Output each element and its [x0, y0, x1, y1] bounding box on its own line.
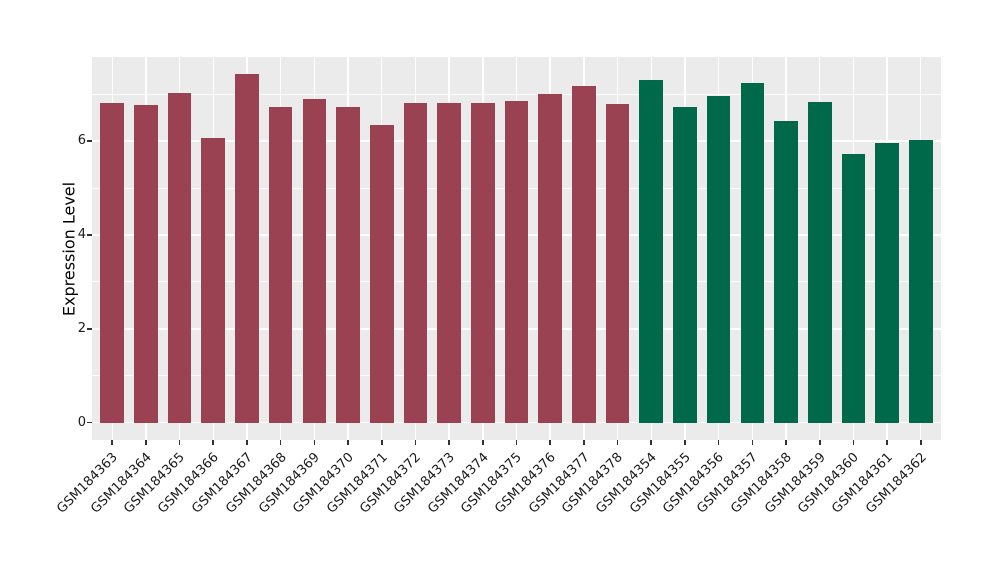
bar — [538, 94, 562, 423]
bar — [807, 102, 832, 423]
bar — [471, 103, 495, 423]
bar — [639, 79, 664, 423]
x-tick-mark — [852, 440, 855, 445]
x-tick-mark — [818, 440, 821, 445]
x-tick-mark — [246, 440, 248, 445]
x-tick-mark — [616, 440, 619, 445]
bar — [100, 102, 124, 423]
x-tick-mark — [347, 440, 349, 445]
bar — [572, 85, 596, 423]
x-tick-mark — [717, 440, 720, 445]
bar — [268, 107, 293, 423]
x-tick-mark — [482, 440, 484, 445]
bar — [740, 83, 765, 423]
x-tick-mark — [919, 440, 922, 445]
bar — [235, 73, 259, 423]
bar — [673, 106, 697, 423]
y-tick-mark — [87, 234, 92, 236]
bar — [403, 103, 428, 423]
bar — [336, 106, 360, 423]
y-tick-label: 2 — [77, 320, 86, 336]
bar — [302, 99, 327, 423]
x-tick-mark — [684, 440, 686, 445]
x-tick-mark — [650, 440, 653, 445]
bar — [875, 143, 899, 423]
y-tick-mark — [87, 327, 92, 330]
bar — [201, 137, 226, 423]
bar — [706, 95, 731, 423]
bar — [134, 104, 158, 423]
bar — [908, 139, 933, 423]
bar — [841, 153, 866, 423]
x-tick-mark — [515, 440, 518, 445]
y-tick-label: 6 — [77, 133, 86, 149]
y-tick-label: 4 — [77, 226, 86, 242]
bar — [369, 125, 394, 423]
y-tick-label: 0 — [77, 414, 86, 430]
x-tick-mark — [145, 440, 147, 445]
y-axis-title: Expression Level — [59, 181, 79, 317]
y-tick-mark — [87, 421, 92, 424]
x-tick-mark — [380, 440, 383, 445]
x-tick-mark — [178, 440, 181, 445]
x-tick-mark — [583, 440, 585, 445]
x-tick-mark — [785, 440, 787, 445]
x-tick-mark — [279, 440, 282, 445]
bar — [437, 102, 461, 423]
y-tick-mark — [87, 140, 92, 142]
x-tick-mark — [111, 440, 113, 445]
x-tick-mark — [751, 440, 754, 445]
plot-panel — [92, 57, 941, 440]
x-tick-mark — [448, 440, 450, 445]
x-tick-mark — [886, 440, 888, 445]
x-tick-mark — [212, 440, 215, 445]
bar — [167, 92, 192, 423]
bar — [504, 101, 529, 423]
x-tick-mark — [313, 440, 316, 445]
x-tick-mark — [549, 440, 551, 445]
bar — [605, 103, 630, 423]
x-tick-mark — [414, 440, 417, 445]
bar — [774, 121, 798, 423]
